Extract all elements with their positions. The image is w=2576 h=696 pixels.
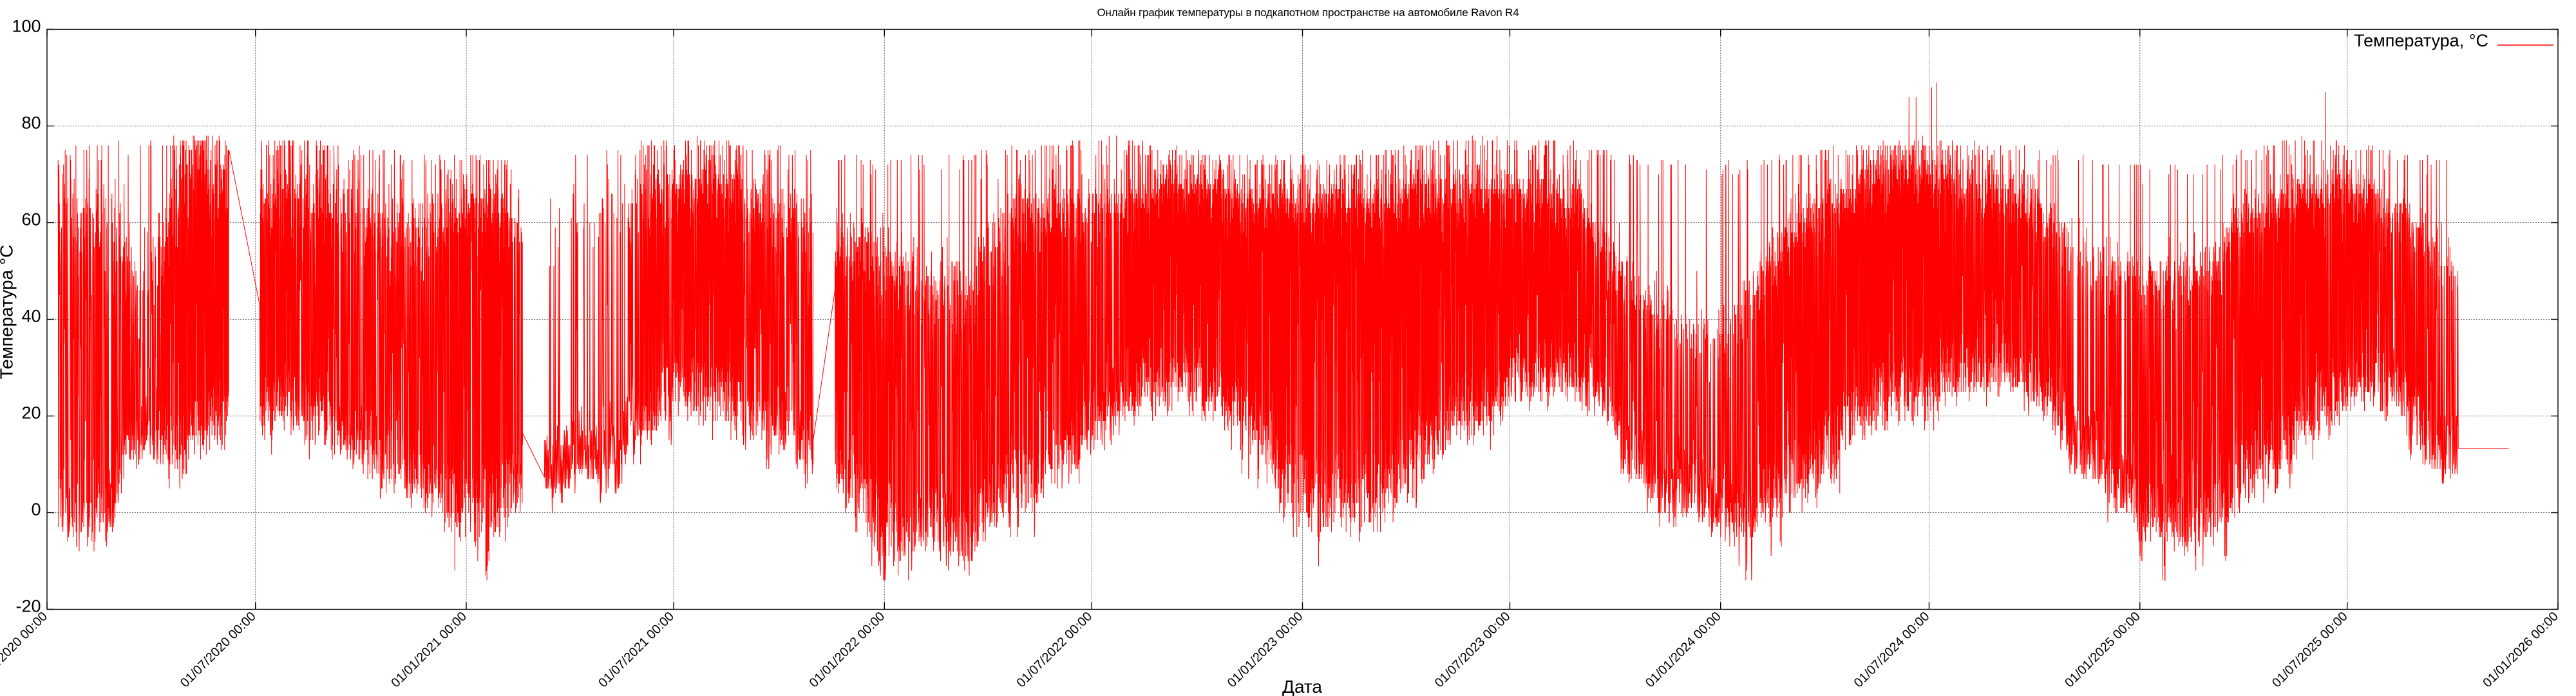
- svg-text:Температура °C: Температура °C: [0, 245, 17, 380]
- svg-text:60: 60: [21, 210, 41, 229]
- svg-text:-20: -20: [15, 597, 41, 616]
- svg-text:0: 0: [31, 500, 41, 519]
- svg-text:Онлайн график температуры в по: Онлайн график температуры в подкапотном …: [1097, 6, 1519, 19]
- svg-text:100: 100: [12, 17, 41, 36]
- svg-text:Дата: Дата: [1282, 677, 1322, 696]
- svg-text:80: 80: [21, 113, 41, 133]
- svg-text:40: 40: [21, 307, 41, 326]
- svg-text:20: 20: [21, 403, 41, 423]
- svg-text:Температура, °C: Температура, °C: [2354, 31, 2488, 50]
